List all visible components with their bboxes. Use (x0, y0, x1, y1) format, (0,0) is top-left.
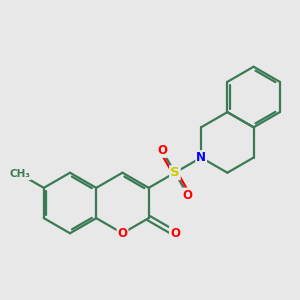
Text: S: S (170, 166, 180, 179)
Text: N: N (196, 151, 206, 164)
Text: O: O (157, 144, 167, 157)
Text: O: O (170, 227, 180, 240)
Text: CH₃: CH₃ (10, 169, 31, 179)
Text: O: O (118, 227, 128, 240)
Text: O: O (183, 188, 193, 202)
